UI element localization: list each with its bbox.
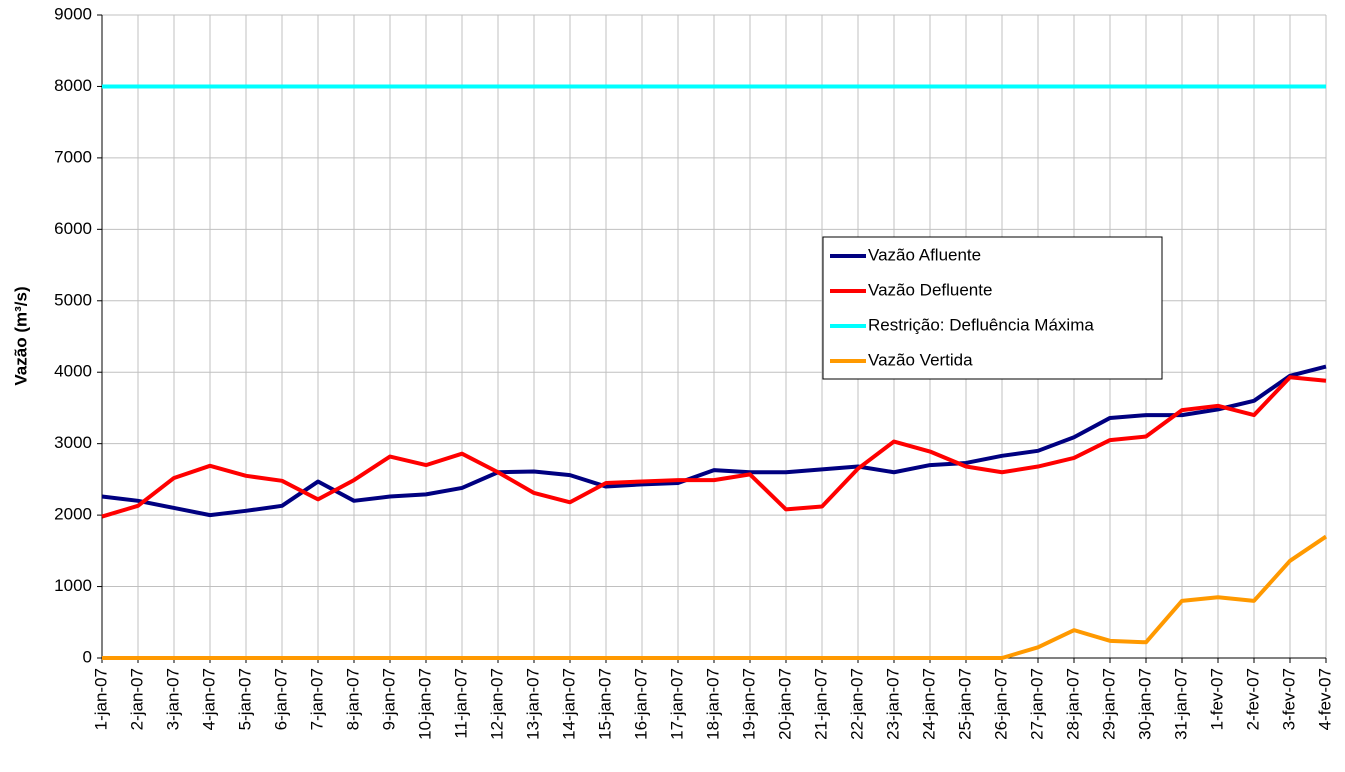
x-tick-label: 25-jan-07 — [955, 668, 974, 740]
y-tick-label: 0 — [83, 647, 92, 666]
x-tick-label: 30-jan-07 — [1135, 668, 1154, 740]
x-tick-label: 23-jan-07 — [883, 668, 902, 740]
x-tick-label: 3-fev-07 — [1279, 668, 1298, 730]
x-tick-label: 7-jan-07 — [307, 668, 326, 730]
x-tick-label: 15-jan-07 — [595, 668, 614, 740]
x-tick-label: 24-jan-07 — [919, 668, 938, 740]
legend-label: Vazão Vertida — [868, 350, 973, 369]
series-line — [101, 364, 1327, 518]
series-line — [101, 375, 1327, 519]
y-axis-label: Vazão (m³/s) — [11, 286, 30, 385]
x-tick-label: 1-jan-07 — [91, 668, 110, 730]
x-tick-label: 31-jan-07 — [1171, 668, 1190, 740]
x-tick-label: 26-jan-07 — [991, 668, 1010, 740]
x-tick-label: 13-jan-07 — [523, 668, 542, 740]
legend-label: Vazão Afluente — [868, 245, 981, 264]
x-tick-label: 27-jan-07 — [1027, 668, 1046, 740]
legend-box — [822, 236, 1163, 380]
y-tick-label: 6000 — [54, 219, 92, 238]
y-tick-label: 9000 — [54, 4, 92, 23]
y-tick-label: 8000 — [54, 76, 92, 95]
x-tick-label: 1-fev-07 — [1207, 668, 1226, 730]
x-tick-label: 11-jan-07 — [451, 668, 470, 739]
x-tick-label: 28-jan-07 — [1063, 668, 1082, 740]
y-tick-label: 2000 — [54, 505, 92, 524]
x-tick-label: 2-jan-07 — [127, 668, 146, 730]
x-tick-label: 3-jan-07 — [163, 668, 182, 730]
x-tick-label: 14-jan-07 — [559, 668, 578, 740]
x-tick-label: 6-jan-07 — [271, 668, 290, 730]
x-tick-label: 10-jan-07 — [415, 668, 434, 740]
x-tick-label: 22-jan-07 — [847, 668, 866, 740]
x-tick-label: 9-jan-07 — [379, 668, 398, 730]
y-tick-label: 3000 — [54, 433, 92, 452]
legend-label: Restrição: Defluência Máxima — [868, 315, 1094, 334]
series-line — [102, 534, 1328, 660]
x-tick-label: 12-jan-07 — [487, 668, 506, 740]
x-tick-label: 21-jan-07 — [811, 668, 830, 740]
x-tick-label: 29-jan-07 — [1099, 668, 1118, 740]
x-tick-label: 5-jan-07 — [235, 668, 254, 730]
y-tick-label: 7000 — [54, 147, 92, 166]
y-tick-label: 4000 — [54, 362, 92, 381]
x-tick-label: 18-jan-07 — [703, 668, 722, 740]
y-tick-label: 1000 — [54, 576, 92, 595]
x-tick-label: 4-fev-07 — [1315, 668, 1334, 730]
legend-label: Vazão Defluente — [868, 280, 992, 299]
y-tick-label: 5000 — [54, 290, 92, 309]
x-tick-label: 17-jan-07 — [667, 668, 686, 740]
x-tick-label: 4-jan-07 — [199, 668, 218, 730]
x-tick-label: 16-jan-07 — [631, 668, 650, 740]
x-tick-label: 2-fev-07 — [1243, 668, 1262, 730]
x-tick-label: 8-jan-07 — [343, 668, 362, 730]
x-tick-label: 19-jan-07 — [739, 668, 758, 740]
x-tick-label: 20-jan-07 — [775, 668, 794, 740]
